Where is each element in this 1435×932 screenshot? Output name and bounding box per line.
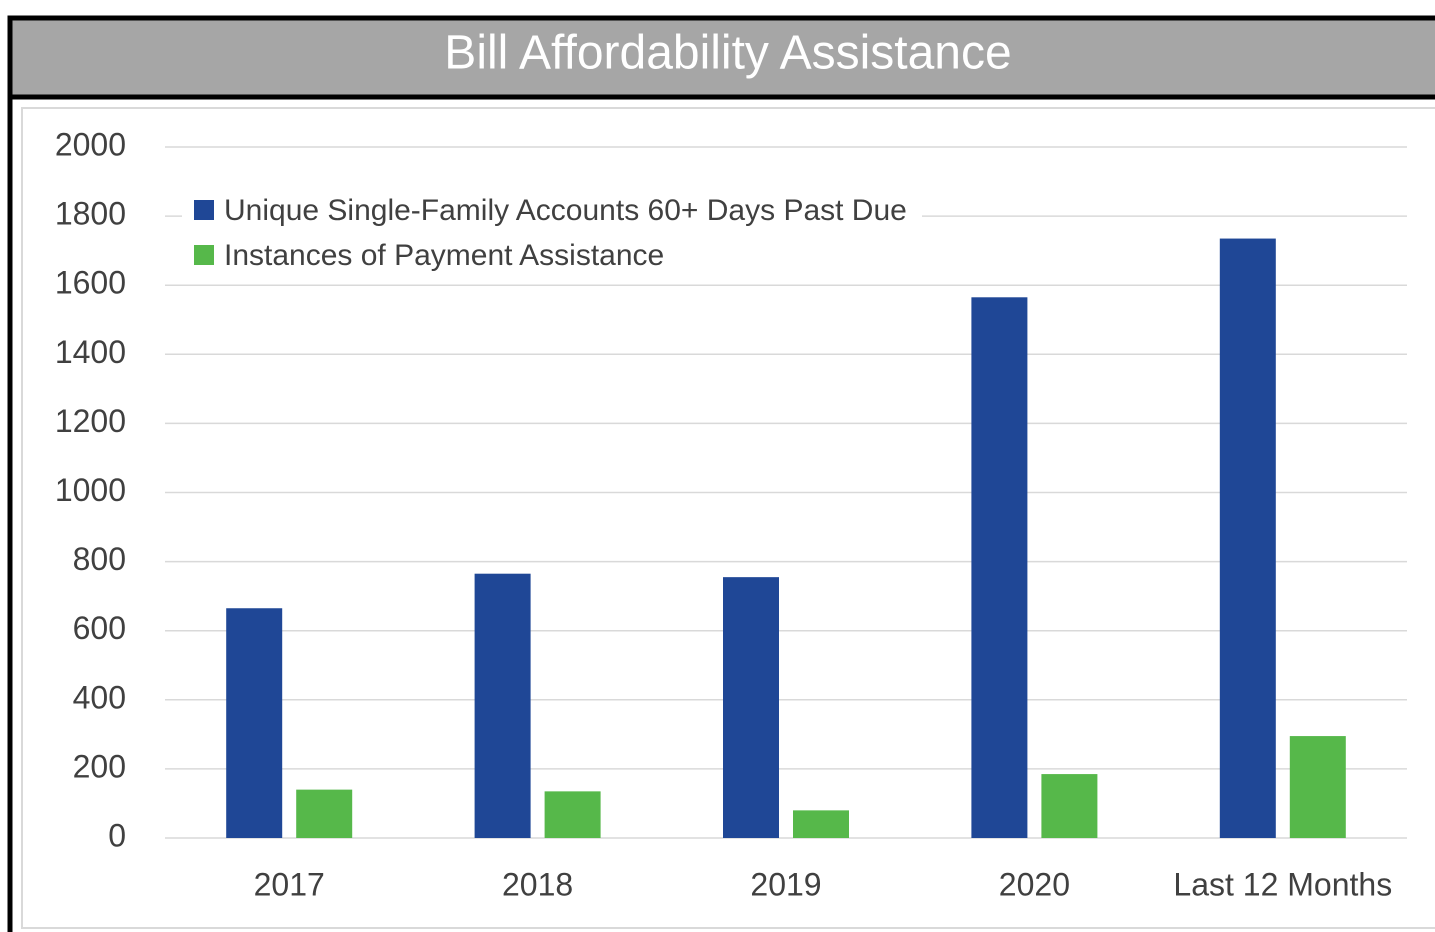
y-tick-label: 200 [73, 748, 126, 784]
y-tick-label: 1400 [55, 334, 126, 370]
y-tick-label: 400 [73, 679, 126, 715]
x-tick-label: Last 12 Months [1173, 866, 1392, 902]
bar [474, 573, 531, 838]
y-tick-label: 2000 [55, 126, 126, 162]
x-tick-label: 2020 [999, 866, 1070, 902]
y-tick-label: 1000 [55, 472, 126, 508]
legend-swatch [194, 245, 214, 265]
legend-label: Unique Single-Family Accounts 60+ Days P… [224, 194, 907, 227]
chart-title: Bill Affordability Assistance [444, 27, 1011, 80]
bar [793, 810, 849, 838]
bar [1289, 736, 1346, 838]
y-tick-label: 800 [73, 541, 126, 577]
y-tick-label: 600 [73, 610, 126, 646]
y-tick-label: 1600 [55, 265, 126, 301]
legend-item: Instances of Payment Assistance [192, 233, 922, 278]
legend-swatch [194, 200, 214, 220]
bar [723, 577, 779, 838]
bar [296, 789, 353, 838]
x-tick-label: 2018 [502, 866, 573, 902]
bar [226, 608, 283, 838]
x-tick-label: 2017 [254, 866, 325, 902]
y-tick-label: 0 [108, 817, 126, 853]
y-tick-label: 1800 [55, 196, 126, 232]
bar [1041, 774, 1098, 838]
bar [544, 791, 601, 838]
y-tick-label: 1200 [55, 403, 126, 439]
legend-label: Instances of Payment Assistance [224, 239, 665, 272]
legend: Unique Single-Family Accounts 60+ Days P… [182, 184, 922, 284]
legend-item: Unique Single-Family Accounts 60+ Days P… [192, 188, 922, 233]
plot: 0 200 400 600 800 1000 1200 1400 1600 1800 2000 201… [55, 126, 1407, 902]
x-tick-label: 2019 [750, 866, 821, 902]
bar [971, 297, 1028, 839]
bar [1219, 238, 1276, 838]
